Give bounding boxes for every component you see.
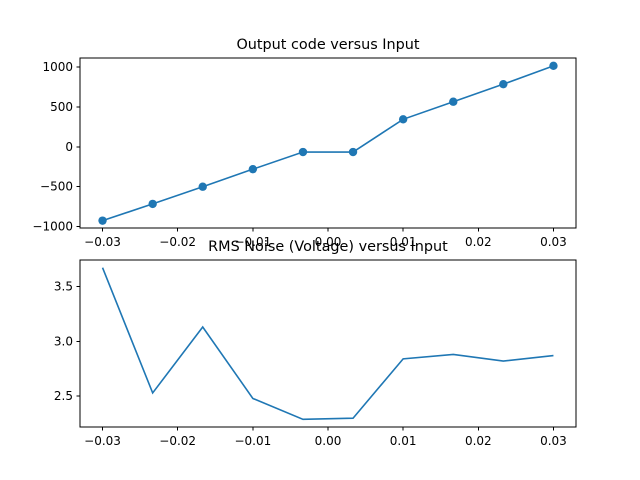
- chart-title: RMS Noise (Voltage) versus Input: [208, 239, 448, 255]
- data-point: [449, 97, 458, 106]
- data-point: [98, 216, 107, 225]
- y-tick-label: 2.5: [54, 389, 73, 403]
- x-tick-label: −0.03: [84, 434, 121, 448]
- y-tick-label: −1000: [32, 220, 73, 234]
- x-tick-label: −0.02: [159, 235, 196, 249]
- x-tick-label: 0.00: [315, 434, 342, 448]
- data-point: [398, 115, 408, 124]
- y-tick-label: 3.5: [54, 279, 73, 293]
- x-tick-label: 0.01: [390, 235, 417, 249]
- data-point: [298, 147, 308, 157]
- y-tick-label: 0: [65, 140, 73, 154]
- series-line: [102, 65, 554, 222]
- x-tick-label: 0.02: [465, 434, 492, 448]
- y-tick-label: −500: [40, 180, 73, 194]
- series-line: [101, 267, 554, 421]
- data-point: [348, 147, 358, 157]
- x-tick-label: −0.01: [234, 434, 271, 448]
- data-point: [148, 199, 157, 209]
- data-point: [248, 164, 258, 174]
- data-point: [499, 79, 508, 89]
- x-tick-label: −0.01: [234, 235, 271, 249]
- chart-title: Output code versus Input: [236, 37, 419, 53]
- x-tick-label: −0.02: [159, 434, 196, 448]
- x-tick-label: 0.00: [315, 235, 342, 249]
- x-tick-label: 0.03: [540, 235, 567, 249]
- x-tick-label: 0.01: [390, 434, 417, 448]
- y-tick-label: 3.0: [54, 334, 73, 348]
- x-tick-label: 0.02: [465, 235, 492, 249]
- data-point: [198, 182, 207, 191]
- y-tick-label: 1000: [42, 60, 73, 74]
- data-point: [549, 61, 558, 71]
- y-tick-label: 500: [50, 100, 73, 114]
- chart-output-code: Output code versus Input −0.03 −0.02 −0.01…: [32, 37, 577, 249]
- chart-rms-noise: RMS Noise (Voltage) versus Input −0.03 −0…: [54, 239, 577, 448]
- x-tick-label: −0.03: [84, 235, 121, 249]
- x-tick-label: 0.03: [540, 434, 567, 448]
